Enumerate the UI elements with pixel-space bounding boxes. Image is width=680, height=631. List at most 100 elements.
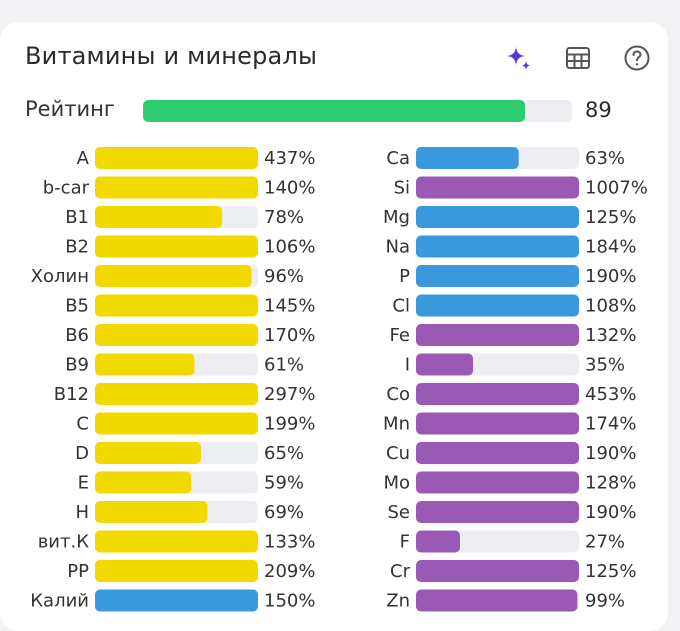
nutrient-label: B2: [65, 237, 89, 258]
nutrient-label: Ca: [386, 148, 410, 169]
nutrient-value: 190%: [585, 502, 636, 523]
rating-label: Рейтинг: [25, 97, 115, 121]
nutrient-bar: [416, 147, 519, 169]
nutrient-label: A: [77, 148, 90, 169]
nutrient-bar: [416, 206, 579, 228]
nutrient-value: 190%: [585, 443, 636, 464]
nutrient-label: P: [399, 266, 410, 287]
nutrient-bar: [416, 412, 579, 435]
nutrient-label: F: [400, 532, 410, 553]
nutrient-label: Co: [386, 384, 410, 405]
nutrient-bar: [95, 501, 208, 523]
nutrient-bar: [416, 235, 579, 258]
table-icon[interactable]: [562, 42, 594, 74]
nutrient-bar: [95, 383, 258, 405]
nutrient-value: 145%: [264, 296, 315, 317]
nutrient-bar: [416, 589, 578, 612]
nutrient-label: Na: [386, 237, 411, 258]
nutrient-bar: [416, 176, 579, 199]
nutrient-label: E: [78, 473, 89, 494]
nutrient-label: Se: [388, 502, 411, 523]
nutrient-value: 125%: [585, 207, 636, 228]
nutrient-value: 65%: [264, 443, 304, 464]
nutrient-value: 1007%: [585, 178, 648, 199]
nutrient-label: B12: [54, 384, 89, 405]
rating-bar-fill: [143, 100, 525, 122]
nutrient-bar: [416, 265, 579, 287]
nutrient-bar: [95, 530, 258, 553]
nutrient-value: 78%: [264, 207, 304, 228]
help-icon[interactable]: [621, 42, 653, 74]
nutrient-label: B6: [65, 325, 89, 346]
rating-value: 89: [585, 98, 612, 122]
nutrient-bar: [95, 589, 258, 612]
nutrient-bar: [416, 471, 579, 494]
nutrient-bar: [416, 324, 579, 346]
nutrient-value: 174%: [585, 414, 636, 435]
nutrient-label: I: [405, 355, 410, 376]
rating-bar: [143, 100, 572, 122]
nutrient-value: 190%: [585, 266, 636, 287]
nutrient-bar: [416, 383, 579, 405]
nutrient-value: 140%: [264, 178, 315, 199]
nutrient-value: 199%: [264, 414, 315, 435]
nutrient-bar: [416, 501, 579, 523]
nutrient-label: Mo: [383, 473, 410, 494]
nutrient-label: Mg: [383, 207, 410, 228]
nutrient-label: B1: [65, 207, 89, 228]
nutrient-label: Zn: [386, 591, 410, 612]
nutrient-value: 184%: [585, 237, 636, 258]
card-title: Витамины и минералы: [25, 42, 318, 70]
nutrient-bar: [95, 324, 258, 346]
sparkle-icon[interactable]: [503, 42, 535, 74]
nutrient-bar: [95, 206, 223, 228]
nutrient-bar: [416, 294, 579, 317]
nutrient-value: 27%: [585, 532, 625, 553]
nutrient-value: 69%: [264, 502, 304, 523]
nutrient-value: 61%: [264, 355, 304, 376]
nutrient-bar: [416, 530, 461, 553]
nutrient-label: вит.К: [38, 532, 90, 553]
nutrient-label: C: [76, 414, 89, 435]
nutrient-value: 108%: [585, 296, 636, 317]
nutrient-bar: [95, 353, 195, 376]
nutrient-value: 106%: [264, 237, 315, 258]
nutrient-value: 437%: [264, 148, 315, 169]
nutrient-label: Cr: [390, 561, 411, 582]
nutrient-value: 99%: [585, 591, 625, 612]
nutrient-value: 63%: [585, 148, 625, 169]
nutrient-bar: [95, 235, 258, 258]
nutrient-value: 132%: [585, 325, 636, 346]
nutrient-bar: [95, 147, 258, 169]
nutrient-value: 209%: [264, 561, 315, 582]
nutrient-value: 297%: [264, 384, 315, 405]
nutrient-value: 133%: [264, 532, 315, 553]
nutrient-label: H: [75, 502, 89, 523]
nutrient-label: B5: [65, 296, 89, 317]
nutrient-bar: [416, 353, 474, 376]
nutrient-bar: [95, 265, 252, 287]
nutrient-bar: [416, 442, 579, 464]
nutrient-label: Холин: [31, 266, 89, 287]
nutrient-label: Fe: [390, 325, 410, 346]
nutrient-bar: [95, 560, 258, 582]
nutrient-label: Калий: [30, 591, 89, 612]
nutrient-bar: [95, 442, 201, 464]
nutrient-value: 150%: [264, 591, 315, 612]
nutrient-label: D: [75, 443, 89, 464]
nutrient-value: 125%: [585, 561, 636, 582]
nutrient-label: PP: [67, 561, 89, 582]
nutrient-value: 35%: [585, 355, 625, 376]
nutrient-bar: [95, 294, 258, 317]
nutrient-value: 128%: [585, 473, 636, 494]
nutrient-label: b-car: [43, 178, 90, 199]
nutrient-bar: [416, 560, 579, 582]
nutrient-value: 96%: [264, 266, 304, 287]
nutrient-label: Cl: [392, 296, 410, 317]
nutrient-label: Cu: [386, 443, 410, 464]
nutrient-label: B9: [65, 355, 89, 376]
nutrient-value: 170%: [264, 325, 315, 346]
nutrient-value: 59%: [264, 473, 304, 494]
nutrient-bar: [95, 471, 192, 494]
